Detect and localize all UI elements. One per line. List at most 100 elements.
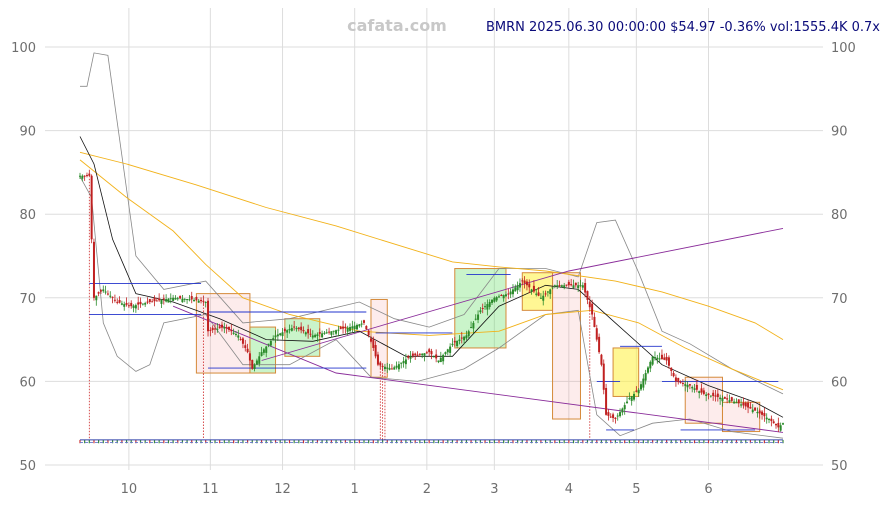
candle-body: [372, 339, 375, 348]
candle-body: [756, 412, 759, 414]
x-tick-label: 6: [704, 482, 712, 497]
candle-body: [258, 356, 261, 364]
candle-body: [423, 353, 426, 356]
candle-body: [425, 352, 428, 354]
candle-body: [633, 393, 636, 400]
candle-body: [751, 409, 754, 413]
candle-body: [202, 300, 205, 302]
candle-body: [684, 384, 687, 386]
candle-body: [193, 299, 196, 302]
candle-body: [621, 408, 624, 413]
candle-body: [612, 414, 615, 418]
candle-body: [465, 335, 468, 339]
candle-body: [162, 298, 165, 300]
candle-body: [549, 289, 552, 295]
candle-body: [626, 401, 629, 404]
y-tick-label-right: 60: [831, 375, 848, 390]
candle-body: [362, 320, 365, 323]
candle-body: [411, 353, 414, 356]
candle-body: [782, 423, 784, 425]
y-tick-label-right: 90: [831, 125, 848, 140]
candle-body: [460, 337, 463, 339]
candle-body: [262, 349, 265, 353]
bollinger-upper-line: [80, 52, 784, 395]
candle-body: [223, 327, 226, 329]
candle-body: [92, 241, 95, 298]
candle-body: [500, 294, 503, 296]
candle-body: [95, 295, 98, 301]
y-tick-label-left: 70: [19, 292, 36, 307]
candle-body: [290, 328, 293, 331]
candle-body: [293, 326, 296, 328]
candle-body: [253, 364, 256, 369]
candle-body: [623, 405, 626, 410]
candle-body: [544, 293, 547, 295]
y-tick-label-right: 100: [831, 41, 856, 56]
candle-body: [88, 173, 91, 176]
candle-body: [183, 298, 186, 300]
candle-body: [330, 331, 333, 335]
candle-body: [530, 289, 533, 292]
candle-body: [139, 301, 142, 305]
candle-body: [316, 334, 319, 337]
candle-body: [535, 293, 538, 295]
candle-body: [574, 282, 577, 286]
candle-body: [158, 298, 161, 301]
candle-body: [539, 297, 542, 299]
candle-body: [195, 297, 198, 301]
candle-body: [409, 356, 412, 359]
candle-body: [477, 314, 480, 320]
candle-body: [225, 327, 228, 329]
candle-body: [651, 356, 654, 365]
candle-body: [388, 368, 391, 370]
candle-body: [356, 324, 359, 330]
candle-body: [374, 345, 377, 357]
candle-body: [220, 324, 223, 328]
candle-body: [118, 300, 121, 303]
x-tick-label: 10: [121, 482, 138, 497]
candle-body: [300, 326, 303, 331]
candle-body: [167, 298, 170, 303]
candle-body: [502, 295, 505, 299]
candle-body: [495, 297, 498, 301]
candle-body: [176, 298, 179, 300]
candle-body: [239, 338, 242, 340]
candle-body: [144, 303, 147, 305]
candle-body: [416, 354, 419, 356]
candle-body: [155, 300, 158, 302]
candle-body: [432, 356, 435, 358]
candle-body: [102, 289, 105, 292]
candle-body: [120, 303, 123, 305]
candle-body: [719, 397, 722, 400]
candle-body: [516, 285, 519, 291]
candle-body: [730, 397, 733, 401]
candle-body: [137, 302, 140, 305]
trendline-lower: [172, 305, 784, 433]
candle-body: [642, 378, 645, 388]
candle-body: [537, 292, 540, 296]
candle-body: [204, 301, 207, 303]
candle-body: [113, 299, 116, 301]
candle-body: [111, 296, 114, 298]
candle-body: [640, 384, 643, 390]
candle-body: [674, 377, 677, 382]
candle-body: [141, 303, 144, 305]
candle-body: [295, 328, 298, 330]
consolidation-boxes: [195, 268, 761, 433]
candle-body: [726, 398, 729, 400]
candle-body: [558, 285, 561, 287]
candle-body: [479, 310, 482, 313]
candle-body: [146, 301, 149, 303]
candle-body: [542, 295, 545, 301]
candle-body: [733, 401, 736, 404]
candle-body: [630, 396, 633, 401]
candle-body: [153, 297, 156, 302]
candle-body: [365, 326, 368, 330]
candle-body: [658, 358, 661, 360]
candle-body: [707, 393, 710, 395]
candle-body: [123, 304, 126, 307]
candle-body: [286, 330, 289, 333]
candle-body: [104, 291, 107, 293]
grid-lines: [45, 8, 823, 470]
candle-body: [653, 357, 656, 359]
